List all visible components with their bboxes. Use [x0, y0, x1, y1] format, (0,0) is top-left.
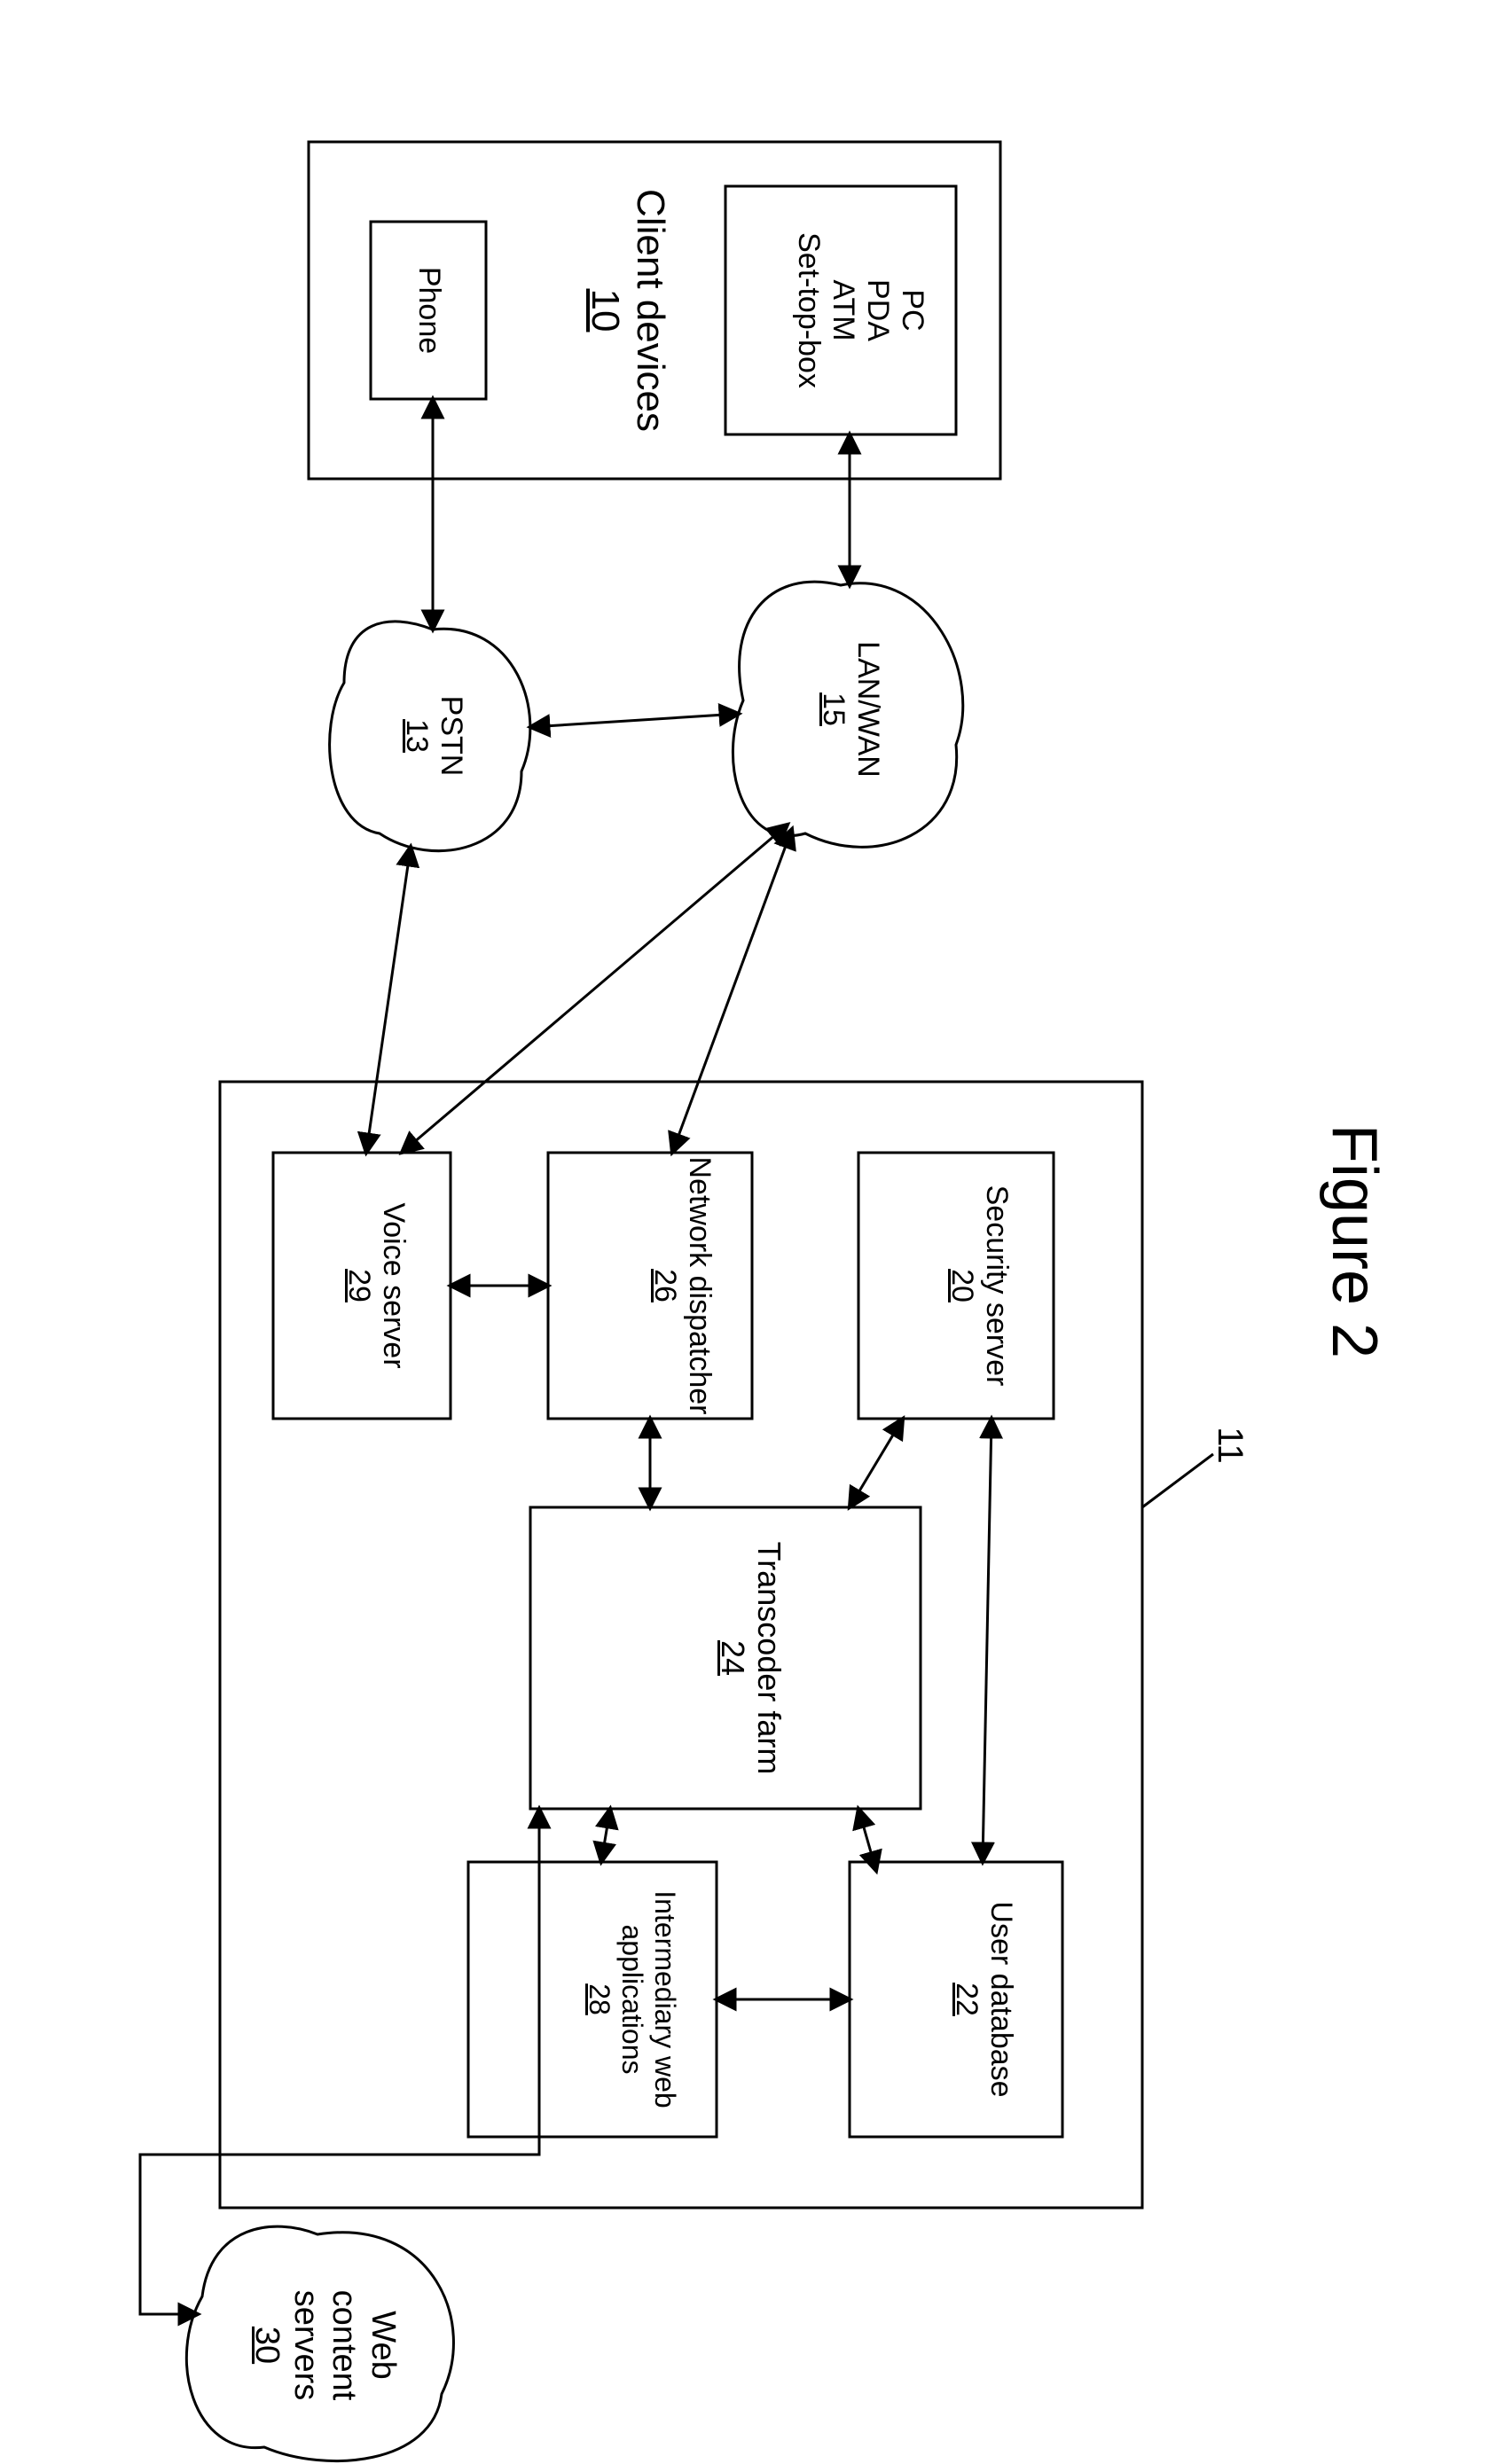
network-dispatcher-label: Network dispatcher 26: [647, 1153, 717, 1419]
intermediary-web-apps-label: Intermediary web applications 28: [584, 1862, 681, 2137]
diagram-canvas: [0, 0, 1497, 2464]
pc-list-label: PC PDA ATM Set-top-box: [791, 186, 929, 434]
voice-server-label: Voice server 29: [341, 1153, 411, 1419]
figure-title: Figure 2: [1318, 1020, 1391, 1463]
edge-security-userdb: [983, 1419, 991, 1862]
edge-pstn-voiceserver: [366, 847, 411, 1153]
edge-security-transcoder: [850, 1419, 903, 1507]
lanwan-label: LAN/WAN 15: [816, 612, 885, 807]
pstn-label: PSTN 13: [399, 656, 468, 816]
client-devices-label: Client devices 10: [583, 142, 672, 479]
edge-lanwan-networkdispatcher: [672, 829, 792, 1153]
edge-transcoder-webcontent: [140, 1809, 539, 2314]
phone-label: Phone: [411, 222, 446, 399]
user-database-label: User database 22: [949, 1862, 1018, 2137]
web-content-label: Web content servers 30: [247, 2252, 402, 2438]
security-server-label: Security server 20: [944, 1153, 1014, 1419]
edge-transcoder-userdb: [858, 1809, 876, 1871]
edge-lanwan-voiceserver: [402, 825, 788, 1153]
edge-lanwan-pstn: [530, 714, 739, 727]
transcoder-farm-label: Transcoder farm 24: [714, 1507, 788, 1809]
server-group-label: 11: [1210, 1410, 1250, 1481]
edge-transcoder-iwa: [601, 1809, 610, 1862]
